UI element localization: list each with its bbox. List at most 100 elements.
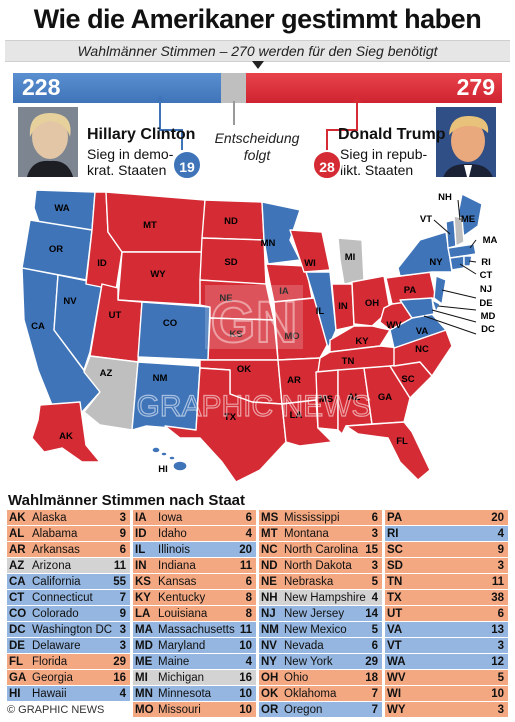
- table-row: NE Nebraska 5: [259, 574, 382, 590]
- state-votes: 16: [113, 672, 126, 684]
- state-abbr: TX: [387, 592, 402, 604]
- clinton-portrait: [16, 105, 80, 179]
- watermark-text: GRAPHIC NEWS: [136, 390, 371, 423]
- state-abbr: MD: [135, 640, 153, 652]
- state-name: New Hampshire: [284, 592, 366, 604]
- pending-votes-bar: [221, 73, 246, 103]
- trump-desc: Sieg in repub- likt. Staaten: [340, 146, 427, 178]
- state-abbr: AZ: [9, 560, 25, 572]
- state-abbr: UT: [387, 608, 403, 620]
- map-label: NC: [415, 344, 429, 355]
- state-name: New York: [284, 656, 333, 668]
- table-row: IN Indiana 11: [133, 558, 256, 574]
- state-name: Massachusetts: [158, 624, 235, 636]
- watermark-logo-icon: GN: [211, 290, 298, 355]
- state-abbr: ID: [135, 528, 147, 540]
- pending-line1: Entscheidung: [214, 130, 300, 146]
- map-label: OK: [237, 364, 251, 375]
- subtitle: Wahlmänner Stimmen – 270 werden für den …: [77, 43, 438, 59]
- map-label: ID: [97, 258, 107, 269]
- state-votes: 18: [365, 672, 378, 684]
- state-abbr: SD: [387, 560, 403, 572]
- state-votes: 13: [491, 624, 504, 636]
- state-abbr: WA: [387, 656, 406, 668]
- state-votes: 14: [365, 608, 378, 620]
- map-label: AL: [348, 392, 361, 403]
- state-votes: 6: [245, 512, 252, 524]
- map-label: CT: [480, 270, 493, 281]
- state-votes: 8: [245, 608, 252, 620]
- state-abbr: WY: [387, 704, 406, 716]
- state-votes: 29: [113, 656, 126, 668]
- state-name: Maryland: [158, 640, 206, 652]
- state-abbr: TN: [387, 576, 403, 588]
- table-column-1: AK Alaska 3 AL Alabama 9 AR Arkansas 6 AZ Arizona 1…: [7, 510, 130, 702]
- state-name: Colorado: [32, 608, 79, 620]
- votes-table: AK Alaska 3 AL Alabama 9 AR Arkansas 6 AZ Arizona 1…: [7, 510, 508, 718]
- state-name: Florida: [32, 656, 68, 668]
- map-label: IN: [338, 301, 348, 312]
- state-votes: 12: [491, 656, 504, 668]
- table-row: RI 4: [385, 526, 508, 542]
- state-DE: [431, 299, 441, 313]
- trump-portrait-icon: [436, 107, 496, 177]
- state-abbr: PA: [387, 512, 403, 524]
- state-name: Georgia: [32, 672, 73, 684]
- state-abbr: NE: [261, 576, 277, 588]
- state-abbr: MA: [135, 624, 153, 636]
- state-abbr: NM: [261, 624, 279, 636]
- majority-marker-icon: [252, 61, 264, 69]
- table-column-3: MS Mississippi 6 MT Montana 3 NC North Carolina…: [259, 510, 382, 718]
- map-label: TX: [224, 412, 237, 423]
- table-row: TX 38: [385, 590, 508, 606]
- pending-line2: folgt: [243, 147, 271, 163]
- state-TX: [164, 367, 287, 483]
- state-abbr: RI: [387, 528, 399, 540]
- map-label: KY: [355, 336, 369, 347]
- state-name: Maine: [158, 656, 190, 668]
- table-title: Wahlmänner Stimmen nach Staat: [8, 492, 245, 509]
- state-abbr: FL: [9, 656, 24, 668]
- map-label: OH: [365, 298, 379, 309]
- trump-name: Donald Trump: [338, 126, 446, 143]
- state-name: Michigan: [158, 672, 205, 684]
- table-row: KY Kentucky 8: [133, 590, 256, 606]
- state-abbr: CT: [9, 592, 25, 604]
- state-abbr: AL: [9, 528, 25, 540]
- clinton-name: Hillary Clinton: [87, 126, 196, 143]
- table-row: ME Maine 4: [133, 654, 256, 670]
- table-row: WI 10: [385, 686, 508, 702]
- state-abbr: CA: [9, 576, 26, 588]
- map-label: WV: [386, 320, 402, 331]
- dem-votes-total: 228: [22, 74, 61, 100]
- state-RI: [463, 255, 473, 267]
- state-abbr: WI: [387, 688, 402, 700]
- state-abbr: WV: [387, 672, 406, 684]
- state-votes: 3: [371, 560, 378, 572]
- table-row: OR Oregon 7: [259, 702, 382, 718]
- state-name: Hawaii: [32, 688, 67, 700]
- state-votes: 11: [239, 560, 252, 572]
- state-votes: 16: [239, 672, 252, 684]
- state-abbr: NJ: [261, 608, 276, 620]
- state-votes: 6: [119, 544, 126, 556]
- map-label: NE: [219, 293, 232, 304]
- state-name: Nebraska: [284, 576, 334, 588]
- state-abbr: ME: [135, 656, 153, 668]
- state-abbr: ND: [261, 560, 278, 572]
- state-name: Montana: [284, 528, 329, 540]
- state-votes: 3: [497, 560, 504, 572]
- state-NJ: [433, 275, 447, 305]
- state-votes: 10: [491, 688, 504, 700]
- map-label: WI: [304, 258, 316, 269]
- map-label: VT: [420, 214, 432, 225]
- state-votes: 6: [245, 576, 252, 588]
- state-votes: 4: [497, 528, 504, 540]
- state-votes: 10: [239, 640, 252, 652]
- table-row: CA California 55: [7, 574, 130, 590]
- state-votes: 9: [119, 608, 126, 620]
- state-votes: 38: [491, 592, 504, 604]
- table-row: KS Kansas 6: [133, 574, 256, 590]
- state-name: Louisiana: [158, 608, 208, 620]
- state-abbr: MI: [135, 672, 148, 684]
